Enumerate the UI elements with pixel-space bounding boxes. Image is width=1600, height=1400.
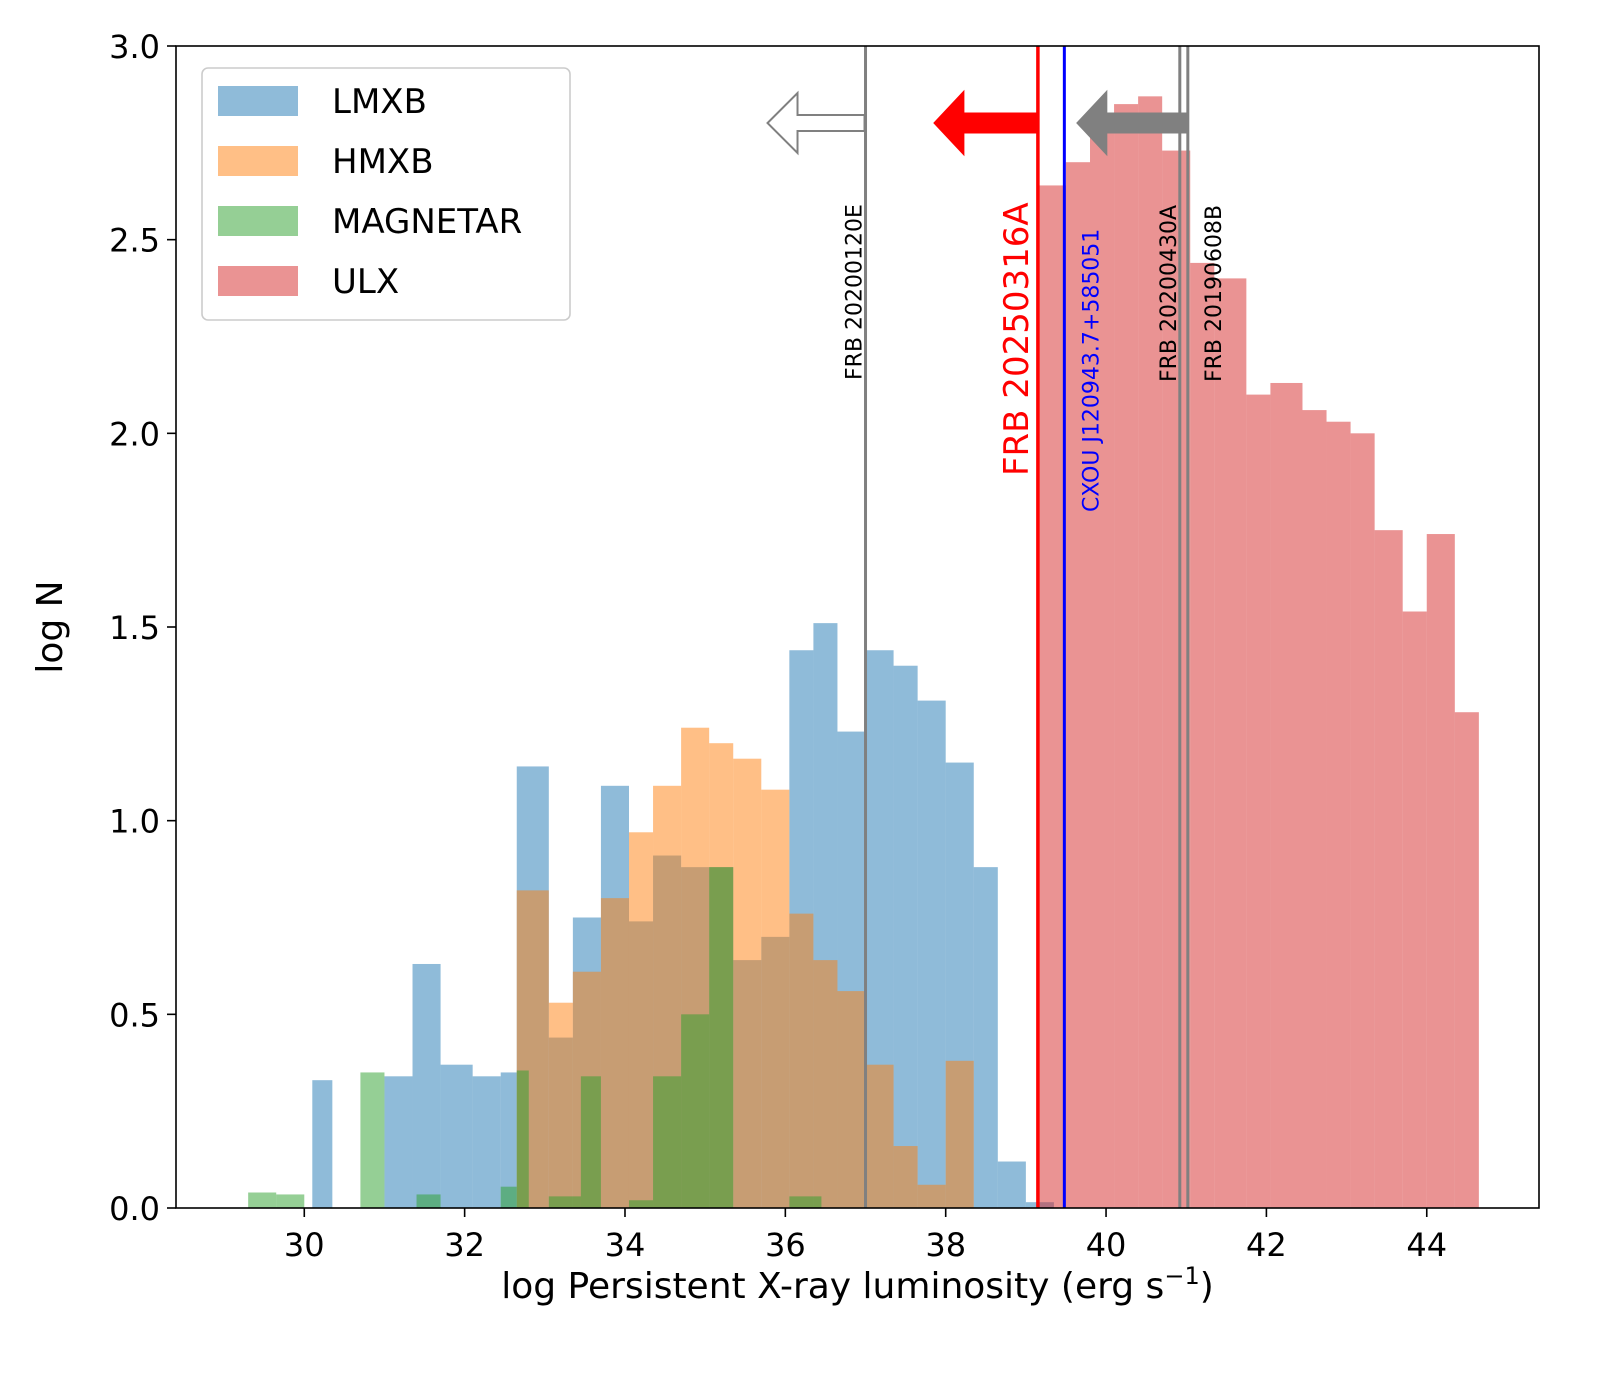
- x-tick-label: 34: [605, 1226, 646, 1264]
- lmxb-bar: [472, 1076, 501, 1208]
- hmxb-bar: [733, 758, 762, 1208]
- legend-swatch-hmxb: [218, 146, 298, 176]
- x-axis-label: log Persistent X-ray luminosity (erg s−1…: [501, 1262, 1214, 1307]
- frb-20200430a-label: FRB 20200430A: [1157, 205, 1182, 382]
- y-tick-label: 0.5: [109, 996, 160, 1034]
- frb-20200120e-arrow: [766, 90, 866, 156]
- hmxb-bar: [548, 1002, 573, 1208]
- x-tick-label: 32: [444, 1226, 485, 1264]
- magnetar-bar: [416, 1194, 441, 1208]
- legend-label-ulx: ULX: [332, 262, 399, 302]
- hmxb-bar: [628, 832, 654, 1208]
- x-tick-label: 30: [284, 1226, 325, 1264]
- ulx-bar: [1454, 712, 1479, 1208]
- lmxb-bar: [973, 867, 998, 1208]
- legend-label-magnetar: MAGNETAR: [332, 202, 522, 242]
- hmxb-bar: [600, 898, 629, 1208]
- hmxb-bar: [837, 991, 866, 1208]
- legend-swatch-magnetar: [218, 206, 298, 236]
- hmxb-bar: [917, 1184, 946, 1208]
- lmxb-bar: [440, 1064, 473, 1208]
- cxou-j120943-7-585051-label: CXOU J120943.7+585051: [1079, 229, 1104, 512]
- frb-20250316a-arrow: [933, 89, 1038, 157]
- y-axis-ticks: 0.0 0.5 1.0 1.5 2.0 2.5 3.0: [109, 28, 176, 1228]
- frb-20200120e-label: FRB 20200120E: [843, 204, 868, 380]
- series-ulx: [1037, 96, 1479, 1209]
- y-tick-label: 1.0: [109, 803, 160, 841]
- hmxb-bar: [945, 1060, 974, 1208]
- histogram-bars: [248, 96, 1479, 1209]
- magnetar-bar: [548, 1196, 581, 1208]
- legend-label-lmxb: LMXB: [332, 82, 427, 122]
- x-axis-label-main: log Persistent X-ray luminosity (erg s: [501, 1266, 1164, 1307]
- magnetar-bar: [248, 1192, 277, 1208]
- ulx-bar: [1037, 185, 1066, 1208]
- legend-swatch-ulx: [218, 266, 298, 296]
- hmxb-bar: [789, 913, 814, 1208]
- x-tick-label: 42: [1246, 1226, 1287, 1264]
- ulx-bar: [1246, 394, 1271, 1209]
- ulx-bar: [1426, 534, 1455, 1208]
- x-tick-label: 40: [1086, 1226, 1127, 1264]
- ulx-bar: [1402, 611, 1427, 1208]
- hmxb-bar: [865, 1064, 894, 1208]
- y-axis-label: log N: [30, 580, 71, 673]
- ulx-bar: [1065, 162, 1091, 1209]
- x-axis-label-superscript: −1: [1164, 1262, 1199, 1290]
- x-axis-ticks: 30 32 34 36 38 40 42 44: [284, 1208, 1447, 1264]
- frb-20190608b-arrow: [1076, 89, 1189, 157]
- y-tick-label: 0.0: [109, 1190, 160, 1228]
- frb-20190608b-label: FRB 20190608B: [1202, 205, 1227, 382]
- ulx-bar: [1114, 104, 1139, 1209]
- series-magnetar: [248, 867, 822, 1208]
- x-tick-label: 38: [925, 1226, 966, 1264]
- legend-swatch-lmxb: [218, 86, 298, 116]
- magnetar-bar: [500, 1186, 517, 1208]
- legend: LMXB HMXB MAGNETAR ULX: [201, 67, 571, 321]
- ulx-bar: [1138, 96, 1163, 1209]
- ulx-bar: [1214, 278, 1247, 1208]
- hmxb-bar: [761, 789, 790, 1208]
- ulx-bar: [1302, 410, 1327, 1208]
- x-tick-label: 36: [765, 1226, 806, 1264]
- legend-label-hmxb: HMXB: [332, 142, 434, 182]
- x-tick-label: 44: [1406, 1226, 1447, 1264]
- ulx-bar: [1374, 530, 1403, 1208]
- magnetar-bar: [628, 1200, 654, 1208]
- legend-box: [201, 67, 571, 321]
- lmxb-bar: [312, 1080, 333, 1208]
- magnetar-bar: [516, 1070, 529, 1208]
- ulx-bar: [1326, 421, 1351, 1208]
- lmxb-bar: [893, 665, 918, 1208]
- lmxb-bar: [500, 1072, 517, 1208]
- lmxb-bar: [412, 963, 441, 1208]
- ulx-bar: [1350, 433, 1375, 1208]
- magnetar-bar: [580, 1076, 601, 1208]
- series-hmxb: [516, 727, 974, 1208]
- frb-20250316a-label: FRB 20250316A: [997, 202, 1037, 476]
- lmxb-bar: [997, 1161, 1026, 1208]
- y-tick-label: 3.0: [109, 28, 160, 66]
- y-tick-label: 2.5: [109, 222, 160, 260]
- magnetar-bar: [276, 1194, 305, 1208]
- hmxb-bar: [893, 1146, 918, 1208]
- magnetar-bar: [789, 1196, 822, 1208]
- magnetar-bar: [653, 1076, 682, 1208]
- y-tick-label: 2.0: [109, 415, 160, 453]
- frb-markers: FRB 20200120E FRB 20250316A CXOU J120943.7…: [766, 46, 1227, 1208]
- magnetar-bar: [709, 867, 734, 1208]
- magnetar-bar: [360, 1072, 385, 1208]
- lmxb-bar: [917, 700, 946, 1208]
- ulx-bar: [1090, 127, 1115, 1209]
- magnetar-bar: [681, 1014, 710, 1208]
- x-axis-label-close: ): [1200, 1266, 1214, 1307]
- ulx-bar: [1190, 262, 1215, 1208]
- lmxb-bar: [384, 1076, 413, 1208]
- y-tick-label: 1.5: [109, 609, 160, 647]
- ulx-bar: [1162, 150, 1191, 1209]
- ulx-bar: [1270, 382, 1303, 1209]
- hmxb-bar: [813, 960, 838, 1208]
